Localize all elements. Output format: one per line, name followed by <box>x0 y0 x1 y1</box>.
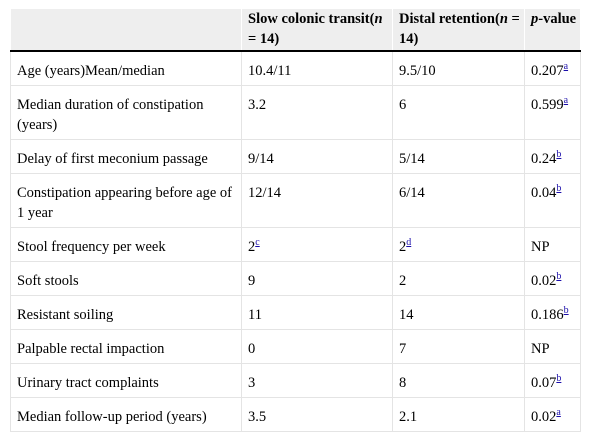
footnote-link[interactable]: d <box>406 237 412 249</box>
footnote-link[interactable]: b <box>556 149 562 161</box>
footnote-link[interactable]: b <box>556 373 562 385</box>
p-value: 0.24 <box>531 151 557 167</box>
p-value: NP <box>524 329 581 364</box>
p-value-cell: 0.24b <box>524 139 581 174</box>
footnote-link[interactable]: b <box>556 183 562 195</box>
row-label: Urinary tract complaints <box>10 363 242 398</box>
table-container: Slow colonic transit(n = 14) Distal rete… <box>10 9 581 432</box>
p-value-cell: 0.599a <box>524 85 581 140</box>
footnote-link[interactable]: a <box>563 95 569 107</box>
slow-value: 12/14 <box>241 173 393 228</box>
p-value: NP <box>524 227 581 262</box>
table-row: Median duration of constipation (years) … <box>10 85 581 140</box>
slow-value: 3.2 <box>241 85 393 140</box>
distal-value: 7 <box>392 329 525 364</box>
p-value-cell: 0.186b <box>524 295 581 330</box>
header-empty <box>10 9 242 52</box>
header-p-rest: -value <box>538 11 577 27</box>
row-label: Delay of first meconium passage <box>10 139 242 174</box>
distal-value: 6 <box>392 85 525 140</box>
table-header-row: Slow colonic transit(n = 14) Distal rete… <box>10 9 581 52</box>
distal-value: 2 <box>399 239 407 255</box>
distal-value: 8 <box>392 363 525 398</box>
p-value: 0.186 <box>531 307 564 323</box>
p-value: 0.599 <box>531 97 564 113</box>
header-slow-rest: = 14) <box>248 31 280 47</box>
row-label: Median duration of constipation (years) <box>10 85 242 140</box>
table-row: Resistant soiling 11 14 0.186b <box>10 295 581 330</box>
header-slow-colonic-transit: Slow colonic transit(n = 14) <box>241 9 393 52</box>
table-row: Delay of first meconium passage 9/14 5/1… <box>10 139 581 174</box>
row-label: Median follow-up period (years) <box>10 397 242 432</box>
table-row: Soft stools 9 2 0.02b <box>10 261 581 296</box>
comparison-table: Slow colonic transit(n = 14) Distal rete… <box>10 9 581 432</box>
header-distal-main: Distal retention( <box>399 11 500 27</box>
table-row: Stool frequency per week 2c 2d NP <box>10 227 581 262</box>
footnote-link[interactable]: b <box>556 271 562 283</box>
header-p: p <box>531 11 539 27</box>
footnote-link[interactable]: b <box>563 305 569 317</box>
table-row: Urinary tract complaints 3 8 0.07b <box>10 363 581 398</box>
row-label: Soft stools <box>10 261 242 296</box>
distal-value: 2 <box>392 261 525 296</box>
p-value-cell: 0.04b <box>524 173 581 228</box>
slow-value: 2 <box>248 239 256 255</box>
slow-value: 10.4/11 <box>241 51 393 86</box>
slow-value: 3 <box>241 363 393 398</box>
table-row: Age (years)Mean/median 10.4/11 9.5/10 0.… <box>10 51 581 86</box>
p-value-cell: 0.07b <box>524 363 581 398</box>
footnote-link[interactable]: a <box>563 61 569 73</box>
header-distal-rest: = 14) <box>399 11 520 47</box>
p-value: 0.207 <box>531 63 564 79</box>
row-label: Palpable rectal impaction <box>10 329 242 364</box>
row-label: Stool frequency per week <box>10 227 242 262</box>
p-value-cell: 0.207a <box>524 51 581 86</box>
slow-value: 0 <box>241 329 393 364</box>
p-value: 0.04 <box>531 185 557 201</box>
distal-value: 6/14 <box>392 173 525 228</box>
distal-value: 9.5/10 <box>392 51 525 86</box>
header-distal-retention: Distal retention(n = 14) <box>392 9 525 52</box>
distal-value-cell: 2d <box>392 227 525 262</box>
distal-value: 2.1 <box>392 397 525 432</box>
distal-value: 14 <box>392 295 525 330</box>
p-value: 0.02 <box>531 273 557 289</box>
table-row: Median follow-up period (years) 3.5 2.1 … <box>10 397 581 432</box>
p-value: 0.07 <box>531 375 557 391</box>
header-slow-n: n <box>374 11 383 27</box>
footnote-link[interactable]: c <box>255 237 260 249</box>
header-slow-main: Slow colonic transit( <box>248 11 375 27</box>
slow-value-cell: 2c <box>241 227 393 262</box>
p-value: 0.02 <box>531 409 557 425</box>
slow-value: 9/14 <box>241 139 393 174</box>
p-value-cell: 0.02b <box>524 261 581 296</box>
table-row: Palpable rectal impaction 0 7 NP <box>10 329 581 364</box>
slow-value: 9 <box>241 261 393 296</box>
table-row: Constipation appearing before age of 1 y… <box>10 173 581 228</box>
slow-value: 3.5 <box>241 397 393 432</box>
row-label: Resistant soiling <box>10 295 242 330</box>
row-label: Age (years)Mean/median <box>10 51 242 86</box>
distal-value: 5/14 <box>392 139 525 174</box>
slow-value: 11 <box>241 295 393 330</box>
header-distal-n: n <box>499 11 508 27</box>
p-value-cell: 0.02a <box>524 397 581 432</box>
header-p-value: p-value <box>524 9 581 52</box>
row-label: Constipation appearing before age of 1 y… <box>10 173 242 228</box>
